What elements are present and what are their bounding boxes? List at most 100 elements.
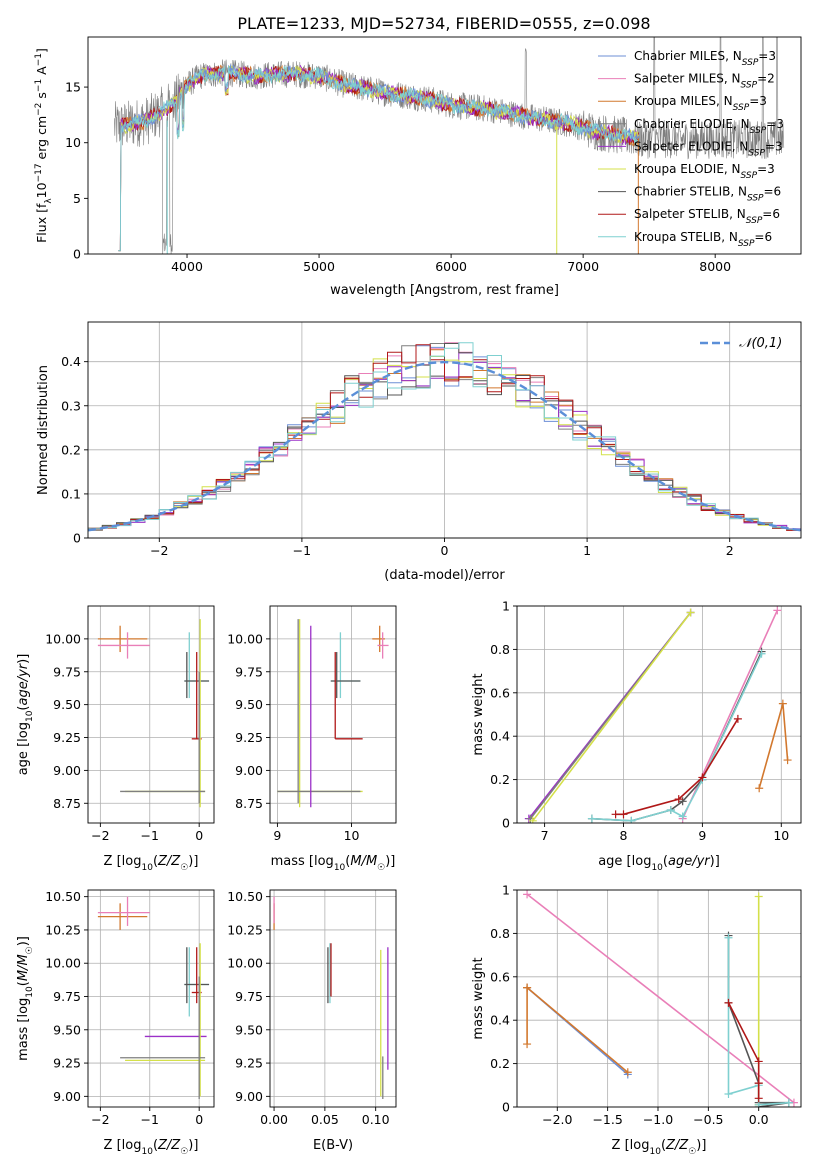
panel-mass-vs-ebv: 0.00 0.05 0.10 9.00 9.25 9.50 9.75 10.00 10.25 10… [227,889,397,1153]
x-tick-label: −2 [150,543,168,558]
label-part: Flux [f [34,203,49,243]
y-tick-label: 10.00 [45,631,81,646]
label-part: =6 [762,207,780,221]
label-part: =3 [766,117,784,131]
y-tick-label: 0.3 [61,398,81,413]
axes-frame [516,605,802,824]
label-part: erg cm [34,116,49,164]
observed-spectrum [114,37,785,254]
y-axis-label: mass [log10(M/M☉)] [16,936,35,1061]
label-part: SSP [741,171,758,181]
label-part: Kroupa MILES, N [634,94,733,108]
y-tick-label: 9.00 [235,1089,263,1104]
axes-frame [269,889,397,1108]
legend-label: Chabrier STELIB, NSSP=6 [634,185,781,204]
x-tick-label: 5000 [303,259,335,274]
label-part: 10 [141,863,153,873]
label-part: s [34,92,49,103]
x-axis-label: wavelength [Angstrom, rest frame] [330,283,559,298]
label-part: Chabrier ELODIE, N [634,117,750,131]
weight-marker-salpeter_stelib [619,810,628,819]
x-axis-label: Z [log10(Z/Z☉)] [104,854,199,873]
label-part: Z [log [104,1138,142,1153]
weight-marker-kroupa_stelib [587,814,596,823]
x-axis-label: age [log10(age/yr)] [598,854,720,873]
weight-marker-kroupa_stelib [724,1089,733,1098]
label-part: Kroupa ELODIE, N [634,162,741,176]
legend-label: Chabrier ELODIE, NSSP=3 [634,117,784,136]
y-tick-label: 9.75 [53,989,81,1004]
label-part: Z/Z [157,854,181,869]
label-part: SSP [750,126,767,136]
axes-frame [87,36,802,255]
figure-title: PLATE=1233, MJD=52734, FIBERID=0555, z=0… [237,14,650,33]
x-axis-label: Z [log10(Z/Z☉)] [612,1138,707,1157]
label-part: −1 [34,53,44,66]
label-part: ( [153,1138,158,1153]
label-part: ] [34,48,49,53]
y-tick-label: 9.25 [235,730,263,745]
y-tick-label: 9.25 [53,1056,81,1071]
x-tick-label: 4000 [171,259,203,274]
y-tick-label: 9.50 [53,1022,81,1037]
x-tick-label: 7 [541,828,549,843]
label-part: −1 [34,79,44,92]
panel-weight-vs-Z: −2.0 −1.5 −1.0 −0.5 0.0 0 0.2 0.4 0.6 0.8 1 Z [log1… [471,883,802,1157]
label-part: )] [696,1138,706,1153]
y-tick-label: 9.50 [235,1022,263,1037]
plot-area [524,606,792,823]
legend-label: 𝒩(0,1) [739,336,782,351]
label-part: SSP [733,103,750,113]
weight-marker-kroupa_stelib [666,805,675,814]
label-part: SSP [738,239,755,249]
y-tick-label: 8.75 [53,796,81,811]
x-tick-label: 0.00 [260,1112,288,1127]
x-tick-label: −1 [141,1112,159,1127]
weight-line-kroupa_elodie [532,612,692,822]
legend-label: Kroupa MILES, NSSP=3 [634,94,767,113]
label-part: M/M [16,954,31,981]
x-tick-label: 8 [620,828,628,843]
y-tick-label: 1 [502,599,510,614]
weight-marker-kroupa_elodie [528,816,537,823]
normal-curve [88,360,801,532]
y-tick-label: 9.25 [235,1056,263,1071]
y-tick-label: 0 [502,816,510,831]
label-part: )] [188,854,198,869]
y-tick-label: 1 [502,883,510,898]
label-part: =3 [765,139,783,153]
weight-marker-kroupa_miles [778,699,787,708]
x-tick-label: 0.0 [749,1112,769,1127]
y-tick-label: 10 [65,135,81,150]
y-tick-label: 0.1 [61,486,81,501]
y-tick-label: 9.00 [53,1089,81,1104]
x-tick-label: 1 [583,543,591,558]
weight-marker-kroupa_elodie [686,608,695,617]
label-part: Salpeter ELODIE, N [634,139,748,153]
weight-line-kroupa_miles [526,985,629,1073]
y-tick-label: 9.25 [53,730,81,745]
weight-marker-salpeter_stelib [724,998,733,1007]
label-part: 10 [25,986,35,998]
y-tick-label: 0.2 [490,772,510,787]
y-tick-label: 0 [502,1100,510,1115]
label-part: Z [log [104,854,142,869]
weight-marker-kroupa_stelib [678,812,687,821]
label-part: E(B-V) [313,1138,353,1153]
label-part: −17 [34,163,44,182]
x-tick-label: 2 [726,543,734,558]
label-part: 10 [25,710,35,722]
x-axis-label: E(B-V) [313,1138,353,1153]
label-part: age/yr [668,854,711,869]
y-tick-label: 9.75 [235,989,263,1004]
label-part: =3 [757,162,775,176]
y-tick-label: 8.75 [235,796,263,811]
label-part: 10 [141,1147,153,1157]
y-tick-label: 0.8 [490,642,510,657]
label-part: mass [log [16,998,31,1061]
weight-marker-salpeter_stelib [733,714,742,723]
label-part: ( [661,1138,666,1153]
y-tick-label: 0.2 [490,1056,510,1071]
x-tick-label: 0 [441,543,449,558]
panel-mass-vs-Z: −2 −1 0 9.00 9.25 9.50 9.75 10.00 10.25 10.50 Z [l… [16,889,215,1157]
